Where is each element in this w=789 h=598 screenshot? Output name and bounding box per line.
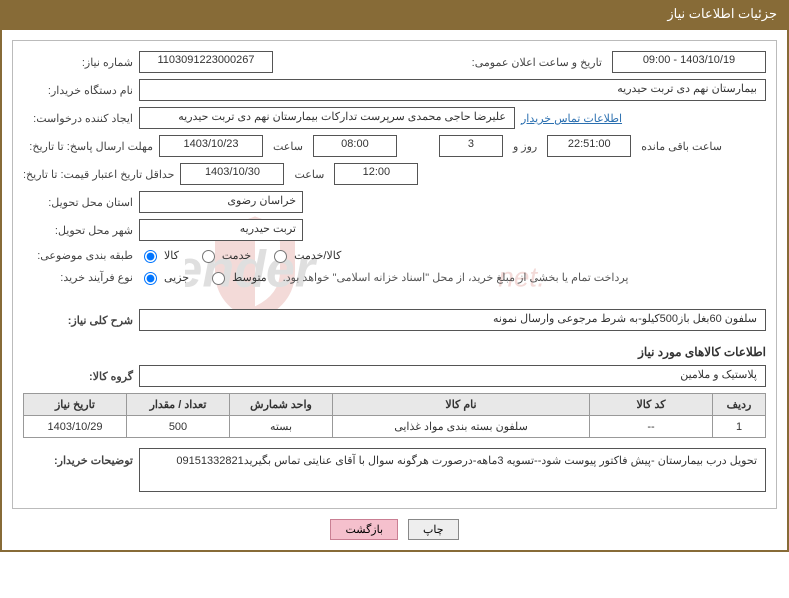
label-goods-group: گروه کالا:: [23, 370, 133, 383]
value-buyer-org: بیمارستان نهم دی تربت حیدریه: [139, 79, 766, 101]
section-goods-title: اطلاعات کالاهای مورد نیاز: [23, 345, 766, 359]
label-remaining: ساعت باقی مانده: [637, 140, 726, 153]
value-city: تربت حیدریه: [139, 219, 303, 241]
link-contact[interactable]: اطلاعات تماس خریدار: [521, 112, 622, 125]
radio-group-proc: جزیی متوسط: [139, 269, 267, 285]
page-header: جزئیات اطلاعات نیاز: [0, 0, 789, 28]
table-header-row: ردیف کد کالا نام کالا واحد شمارش تعداد /…: [24, 394, 766, 416]
back-button[interactable]: بازگشت: [330, 519, 398, 540]
row-deadline: مهلت ارسال پاسخ: تا تاریخ: 1403/10/23 سا…: [23, 135, 766, 157]
radio-both-input[interactable]: [274, 250, 287, 263]
value-deadline-date: 1403/10/23: [159, 135, 263, 157]
label-hour-2: ساعت: [290, 168, 328, 181]
label-proc-type: نوع فرآیند خرید:: [23, 271, 133, 284]
th-qty: تعداد / مقدار: [127, 394, 230, 416]
radio-group-category: کالا خدمت کالا/خدمت: [139, 247, 341, 263]
th-name: نام کالا: [333, 394, 590, 416]
content: شماره نیاز: 1103091223000267 تاریخ و ساع…: [23, 51, 766, 492]
label-days-and: روز و: [509, 140, 541, 153]
value-need-no: 1103091223000267: [139, 51, 273, 73]
value-province: خراسان رضوی: [139, 191, 303, 213]
th-date: تاریخ نیاز: [24, 394, 127, 416]
goods-table: ردیف کد کالا نام کالا واحد شمارش تعداد /…: [23, 393, 766, 438]
row-buyer-org: نام دستگاه خریدار: بیمارستان نهم دی تربت…: [23, 79, 766, 101]
value-remaining-time: 22:51:00: [547, 135, 631, 157]
label-desc: شرح کلی نیاز:: [23, 314, 133, 327]
value-validity-date: 1403/10/30: [180, 163, 284, 185]
row-city: شهر محل تحویل: تربت حیدریه: [23, 219, 766, 241]
radio-goods-label: کالا: [164, 249, 179, 262]
td-date: 1403/10/29: [24, 416, 127, 438]
print-button[interactable]: چاپ: [408, 519, 459, 540]
radio-partial-label: جزیی: [164, 271, 189, 284]
label-deadline: مهلت ارسال پاسخ: تا تاریخ:: [23, 140, 153, 153]
td-row: 1: [713, 416, 766, 438]
row-province: استان محل تحویل: خراسان رضوی: [23, 191, 766, 213]
value-buyer-notes: تحویل درب بیمارستان -پیش فاکتور پیوست شو…: [139, 448, 766, 492]
td-name: سلفون بسته بندی مواد غذایی: [333, 416, 590, 438]
row-proc-type: نوع فرآیند خرید: جزیی متوسط پرداخت تمام …: [23, 269, 766, 285]
inner-frame: AriaTender .net شماره نیاز: 110309122300…: [12, 40, 777, 509]
outer-frame: AriaTender .net شماره نیاز: 110309122300…: [0, 28, 789, 552]
table-row: 1 -- سلفون بسته بندی مواد غذایی بسته 500…: [24, 416, 766, 438]
proc-note: پرداخت تمام یا بخشی از مبلغ خرید، از محل…: [273, 271, 629, 284]
label-province: استان محل تحویل:: [23, 196, 133, 209]
label-category: طبقه بندی موضوعی:: [23, 249, 133, 262]
radio-partial-input[interactable]: [144, 272, 157, 285]
radio-medium-input[interactable]: [212, 272, 225, 285]
th-unit: واحد شمارش: [230, 394, 333, 416]
row-desc: شرح کلی نیاز: سلفون 60بغل باز500کیلو-به …: [23, 309, 766, 331]
radio-partial[interactable]: جزیی: [139, 269, 189, 285]
radio-medium[interactable]: متوسط: [207, 269, 267, 285]
radio-goods-input[interactable]: [144, 250, 157, 263]
label-buyer-notes: توضیحات خریدار:: [23, 448, 133, 467]
radio-goods[interactable]: کالا: [139, 247, 179, 263]
row-category: طبقه بندی موضوعی: کالا خدمت کالا/خدمت: [23, 247, 766, 263]
label-creator: ایجاد کننده درخواست:: [23, 112, 133, 125]
value-creator: علیرضا حاجی محمدی سرپرست تدارکات بیمارست…: [139, 107, 515, 129]
row-goods-group: گروه کالا: پلاستیک و ملامین: [23, 365, 766, 387]
radio-both-label: کالا/خدمت: [294, 249, 341, 262]
value-goods-group: پلاستیک و ملامین: [139, 365, 766, 387]
td-qty: 500: [127, 416, 230, 438]
radio-medium-label: متوسط: [232, 271, 267, 284]
value-validity-time: 12:00: [334, 163, 418, 185]
value-announce: 1403/10/19 - 09:00: [612, 51, 766, 73]
label-buyer-org: نام دستگاه خریدار:: [23, 84, 133, 97]
value-desc: سلفون 60بغل باز500کیلو-به شرط مرجوعی وار…: [139, 309, 766, 331]
value-days: 3: [439, 135, 503, 157]
page-title: جزئیات اطلاعات نیاز: [667, 6, 777, 21]
td-unit: بسته: [230, 416, 333, 438]
row-creator: ایجاد کننده درخواست: علیرضا حاجی محمدی س…: [23, 107, 766, 129]
label-announce: تاریخ و ساعت اعلان عمومی:: [468, 56, 606, 69]
label-need-no: شماره نیاز:: [23, 56, 133, 69]
label-hour-1: ساعت: [269, 140, 307, 153]
row-buyer-notes: توضیحات خریدار: تحویل درب بیمارستان -پیش…: [23, 448, 766, 492]
radio-service[interactable]: خدمت: [197, 247, 251, 263]
radio-both[interactable]: کالا/خدمت: [269, 247, 341, 263]
button-row: چاپ بازگشت: [12, 519, 777, 540]
row-need-no: شماره نیاز: 1103091223000267 تاریخ و ساع…: [23, 51, 766, 73]
radio-service-label: خدمت: [222, 249, 251, 262]
td-code: --: [590, 416, 713, 438]
label-city: شهر محل تحویل:: [23, 224, 133, 237]
label-validity: حداقل تاریخ اعتبار قیمت: تا تاریخ:: [23, 168, 174, 181]
th-code: کد کالا: [590, 394, 713, 416]
radio-service-input[interactable]: [202, 250, 215, 263]
value-deadline-time: 08:00: [313, 135, 397, 157]
th-row: ردیف: [713, 394, 766, 416]
row-validity: حداقل تاریخ اعتبار قیمت: تا تاریخ: 1403/…: [23, 163, 766, 185]
